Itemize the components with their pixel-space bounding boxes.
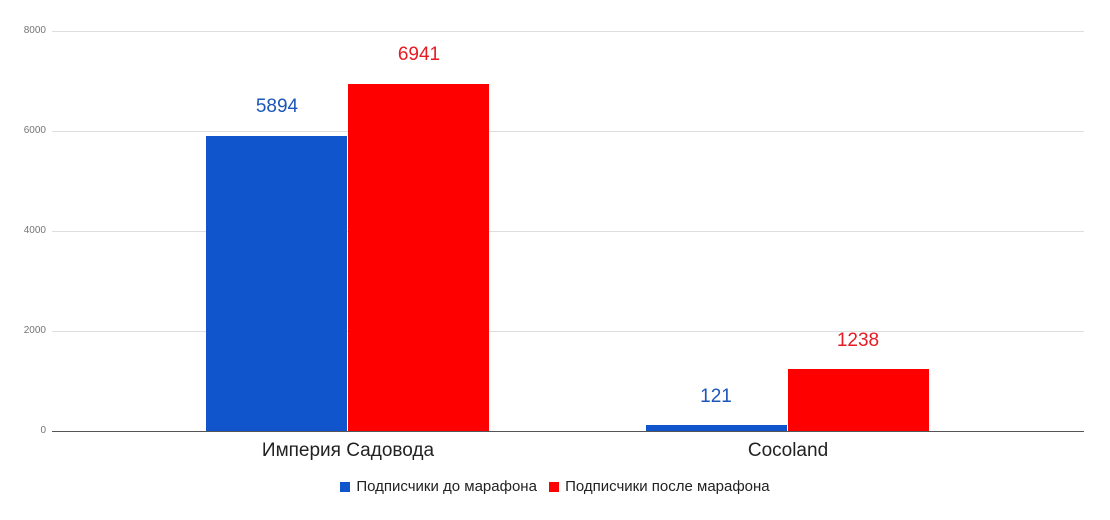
y-tick-4000: 4000 xyxy=(23,225,46,236)
y-tick-0: 0 xyxy=(40,425,46,436)
y-tick-6000: 6000 xyxy=(23,125,46,136)
legend-label-after: Подписчики после марафона xyxy=(565,478,770,495)
legend: Подписчики до марафона Подписчики после … xyxy=(0,478,1110,496)
legend-swatch-red-icon xyxy=(549,481,560,492)
y-tick-8000: 8000 xyxy=(23,25,46,36)
gridline-2000 xyxy=(52,331,1084,332)
data-label-imperia-before: 5894 xyxy=(255,96,299,117)
bar-cocoland-after xyxy=(788,369,929,431)
gridline-4000 xyxy=(52,231,1084,232)
gridline-6000 xyxy=(52,131,1084,132)
y-tick-2000: 2000 xyxy=(23,325,46,336)
legend-item-after[interactable]: Подписчики после марафона xyxy=(549,478,770,495)
legend-label-before: Подписчики до марафона xyxy=(356,478,537,495)
gridline-8000 xyxy=(52,31,1084,32)
legend-swatch-blue-icon xyxy=(340,481,351,492)
data-label-cocoland-after: 1238 xyxy=(836,330,880,351)
bar-imperia-after xyxy=(348,84,489,431)
category-label-imperia: Империя Садовода xyxy=(261,440,435,461)
data-label-imperia-after: 6941 xyxy=(397,44,441,65)
data-label-cocoland-before: 121 xyxy=(700,386,732,407)
bar-cocoland-before xyxy=(646,425,787,431)
x-axis-baseline xyxy=(52,431,1084,432)
legend-item-before[interactable]: Подписчики до марафона xyxy=(340,478,537,495)
bar-imperia-before xyxy=(206,136,347,431)
category-label-cocoland: Cocoland xyxy=(747,440,829,461)
